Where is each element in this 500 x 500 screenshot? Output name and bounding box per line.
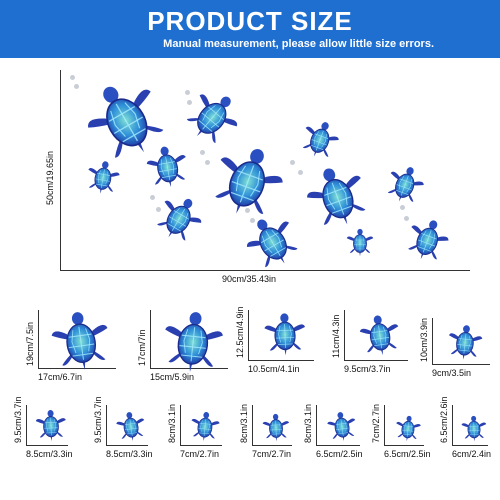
sea-turtle-icon [460, 415, 489, 444]
item-width-label: 6.5cm/2.5in [316, 449, 363, 459]
item-height-label: 11cm/4.3in [331, 314, 341, 358]
width-measure-line [248, 360, 314, 361]
item-width-label: 8.5cm/3.3in [26, 449, 73, 459]
overview-turtle-icon [146, 186, 212, 252]
item-width-label: 10.5cm/4.1in [248, 364, 300, 374]
width-measure-line [384, 445, 424, 446]
overview-turtle-icon [82, 157, 124, 199]
item-height-label: 9.5cm/3.7in [93, 396, 103, 443]
width-measure-line [150, 368, 228, 369]
overview-turtle-icon [399, 212, 457, 270]
sea-turtle-icon [444, 322, 486, 364]
item-height-label: 6.5cm/2.6in [439, 396, 449, 443]
sea-turtle-icon [260, 412, 291, 443]
height-measure-line [248, 310, 249, 360]
item-width-label: 17cm/6.7in [38, 372, 83, 382]
item-width-label: 9cm/3.5in [432, 368, 472, 378]
item-height-label: 17cm/7in [137, 329, 147, 366]
height-measure-line [432, 318, 433, 364]
overview-turtle-icon [174, 79, 251, 156]
item-width-label: 7cm/2.7in [180, 449, 220, 459]
overview-turtle-icon [345, 228, 375, 258]
width-measure-line [452, 445, 488, 446]
width-measure-line [344, 360, 408, 361]
item-height-label: 8cm/3.1in [239, 403, 249, 443]
bubble-decoration [290, 160, 295, 165]
height-measure-line [180, 405, 181, 445]
width-measure-line [106, 445, 148, 446]
item-height-label: 8cm/3.1in [303, 403, 313, 443]
width-measure-line [316, 445, 360, 446]
overview-turtle-icon [141, 141, 193, 193]
item-height-label: 19cm/7.5in [25, 321, 35, 366]
item-height-label: 7cm/2.7in [371, 403, 381, 443]
bubble-decoration [404, 216, 409, 221]
height-measure-line [26, 405, 27, 445]
height-measure-line [150, 310, 151, 368]
bubble-decoration [205, 160, 210, 165]
overview-turtle-icon [294, 114, 345, 165]
item-width-label: 7cm/2.7in [252, 449, 292, 459]
item-width-label: 9.5cm/3.7in [344, 364, 391, 374]
height-measure-line [384, 405, 385, 445]
height-measure-line [316, 405, 317, 445]
height-measure-line [38, 310, 39, 368]
header-banner: PRODUCT SIZE Manual measurement, please … [0, 0, 500, 58]
bubble-decoration [150, 195, 155, 200]
bubble-decoration [187, 100, 192, 105]
width-measure-line [38, 368, 116, 369]
item-width-label: 6cm/2.4in [452, 449, 492, 459]
width-measure-line [26, 445, 68, 446]
item-height-label: 12.5cm/4.9in [235, 306, 245, 358]
bubble-decoration [70, 75, 75, 80]
page-subtitle: Manual measurement, please allow little … [163, 38, 434, 50]
width-measure-line [432, 364, 490, 365]
bubble-decoration [400, 205, 405, 210]
bubble-decoration [298, 170, 303, 175]
overview-width-label: 90cm/35.43in [222, 274, 277, 284]
height-measure-line [106, 405, 107, 445]
sea-turtle-icon [157, 307, 230, 380]
item-width-label: 8.5cm/3.3in [106, 449, 153, 459]
bubble-decoration [200, 150, 205, 155]
sea-turtle-icon [187, 409, 222, 444]
overview-turtle-icon [296, 156, 379, 239]
overview-vertical-axis [60, 70, 61, 270]
item-width-label: 15cm/5.9in [150, 372, 195, 382]
sea-turtle-icon [113, 409, 149, 445]
item-height-label: 9.5cm/3.7in [13, 396, 23, 443]
overview-turtle-icon [235, 205, 310, 280]
bubble-decoration [74, 84, 79, 89]
sea-turtle-icon [45, 306, 117, 378]
height-measure-line [252, 405, 253, 445]
overview-height-label: 50cm/19.65in [45, 150, 55, 205]
sea-turtle-icon [261, 311, 309, 359]
width-measure-line [252, 445, 292, 446]
bubble-decoration [250, 218, 255, 223]
item-height-label: 8cm/3.1in [167, 403, 177, 443]
overview-horizontal-axis [60, 270, 470, 271]
sea-turtle-icon [355, 311, 405, 361]
page-title: PRODUCT SIZE [147, 6, 353, 36]
item-height-label: 10cm/3.9in [419, 317, 429, 362]
item-width-label: 6.5cm/2.5in [384, 449, 431, 459]
sea-turtle-icon [33, 408, 68, 443]
height-measure-line [452, 405, 453, 445]
sea-turtle-icon [324, 409, 360, 445]
overview-turtle-icon [199, 134, 295, 230]
overview-turtle-icon [379, 159, 430, 210]
height-measure-line [344, 310, 345, 360]
width-measure-line [180, 445, 222, 446]
bubble-decoration [156, 207, 161, 212]
sea-turtle-icon [393, 414, 424, 445]
bubble-decoration [185, 90, 190, 95]
bubble-decoration [245, 208, 250, 213]
overview-turtle-icon [70, 65, 182, 177]
